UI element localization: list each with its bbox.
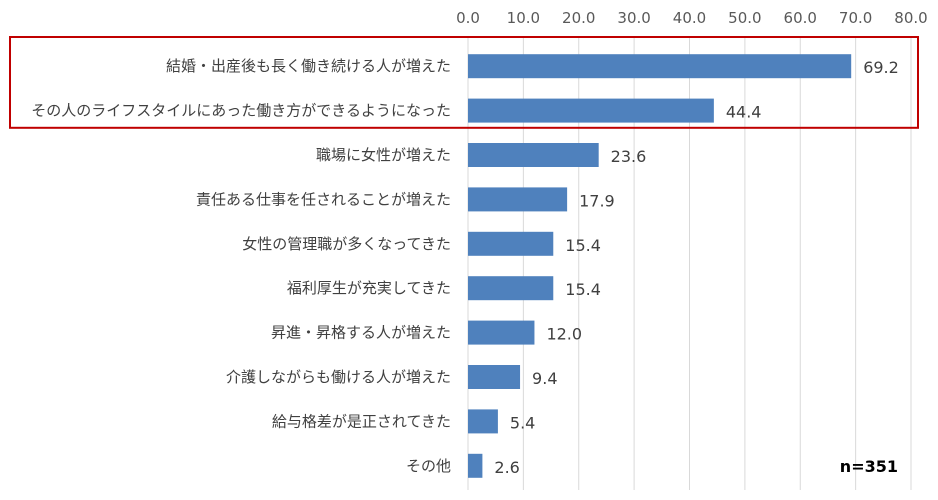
data-label: 9.4	[532, 369, 557, 388]
sample-size-note: n=351	[840, 457, 898, 476]
bar	[468, 320, 535, 345]
bar	[468, 453, 483, 478]
bar	[468, 276, 554, 301]
data-label: 15.4	[565, 236, 601, 255]
category-label: 女性の管理職が多くなってきた	[242, 235, 451, 253]
bars	[468, 54, 852, 478]
bar	[468, 365, 521, 389]
x-tick-label: 20.0	[562, 9, 595, 27]
category-label: その他	[406, 457, 451, 475]
x-tick-label: 60.0	[784, 9, 817, 27]
category-labels: 結婚・出産後も長く働き続ける人が増えたその人のライフスタイルにあった働き方ができ…	[31, 57, 451, 475]
category-label: 介護しながらも働ける人が増えた	[226, 368, 451, 386]
data-label: 12.0	[546, 325, 582, 344]
bar	[468, 231, 554, 256]
data-label: 69.2	[863, 58, 899, 77]
highlight-box	[9, 36, 919, 129]
x-tick-labels: 0.0 10.0 20.0 30.0 40.0 50.0 60.0 70.0 80.0	[456, 9, 928, 27]
x-tick-label: 30.0	[617, 9, 650, 27]
x-tick-label: 10.0	[507, 9, 540, 27]
category-label: その人のライフスタイルにあった働き方ができるようになった	[31, 102, 451, 120]
x-tick-label: 50.0	[728, 9, 761, 27]
data-label: 5.4	[510, 413, 535, 432]
category-label: 福利厚生が充実してきた	[287, 279, 451, 297]
category-label: 昇進・昇格する人が増えた	[271, 324, 451, 342]
bar	[468, 143, 599, 167]
x-tick-label: 70.0	[839, 9, 872, 27]
data-label: 2.6	[494, 458, 519, 477]
bar	[468, 98, 714, 123]
x-tick-label: 0.0	[456, 9, 480, 27]
x-tick-label: 40.0	[673, 9, 706, 27]
x-tick-label: 80.0	[894, 9, 927, 27]
data-label: 23.6	[611, 147, 647, 166]
data-label: 17.9	[579, 191, 615, 210]
data-label: 44.4	[726, 103, 762, 122]
data-label: 15.4	[565, 280, 601, 299]
bar	[468, 187, 568, 212]
bar	[468, 409, 498, 434]
data-labels: 69.2 44.4 23.6 17.9 15.4 15.4 12.0 9.4 5.4 2.6	[494, 58, 898, 477]
category-label: 職場に女性が増えた	[316, 146, 451, 164]
bar	[468, 54, 852, 79]
category-label: 責任ある仕事を任されることが増えた	[196, 190, 451, 208]
category-label: 給与格差が是正されてきた	[272, 412, 451, 430]
category-label: 結婚・出産後も長く働き続ける人が増えた	[166, 57, 451, 75]
